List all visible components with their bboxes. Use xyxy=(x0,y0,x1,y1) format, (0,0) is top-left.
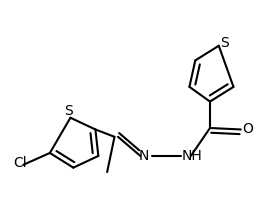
Text: NH: NH xyxy=(182,149,203,163)
Text: Cl: Cl xyxy=(13,156,27,170)
Text: S: S xyxy=(64,104,73,118)
Text: S: S xyxy=(220,36,229,50)
Text: N: N xyxy=(139,149,149,163)
Text: O: O xyxy=(242,122,253,136)
